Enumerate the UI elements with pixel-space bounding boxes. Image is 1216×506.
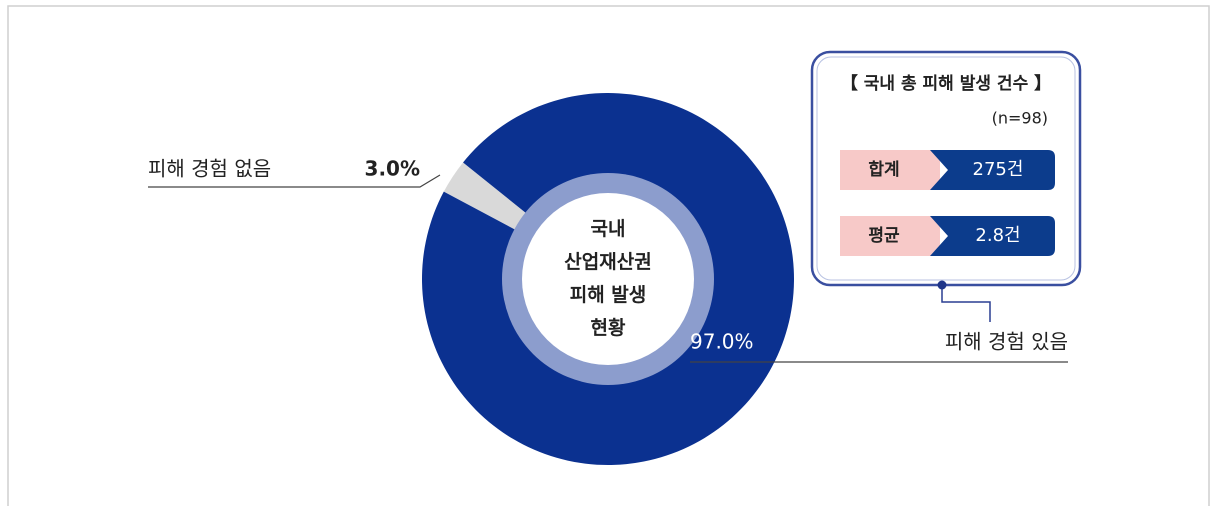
- leader-line: [148, 174, 441, 188]
- center-text: 피해 발생: [570, 284, 647, 306]
- frame: [7, 5, 1210, 506]
- center-text: 국내: [591, 218, 626, 240]
- row-value: 275건: [973, 159, 1024, 180]
- row-label: 평균: [868, 226, 900, 246]
- info-note: (n=98): [992, 109, 1048, 128]
- info-title: 【 국내 총 피해 발생 건수 】: [841, 73, 1051, 94]
- category-label: 피해 경험 있음: [945, 330, 1068, 354]
- row-value-box: [930, 150, 1055, 190]
- connector-dot: [937, 280, 947, 290]
- row-value: 2.8건: [975, 225, 1020, 246]
- value-label: 3.0%: [365, 157, 420, 181]
- center-text: 산업재산권: [564, 251, 651, 273]
- info-box-inner: [816, 56, 1076, 281]
- connector: [941, 285, 991, 322]
- center-disc: [522, 193, 694, 365]
- value-label: 97.0%: [690, 330, 754, 354]
- row-label: 합계: [868, 159, 899, 180]
- row-label-box: [840, 216, 940, 256]
- category-label: 피해 경험 없음: [148, 157, 271, 181]
- row-label-box: [840, 150, 940, 190]
- center-text: 현황: [591, 316, 626, 339]
- row-value-box: [930, 216, 1055, 256]
